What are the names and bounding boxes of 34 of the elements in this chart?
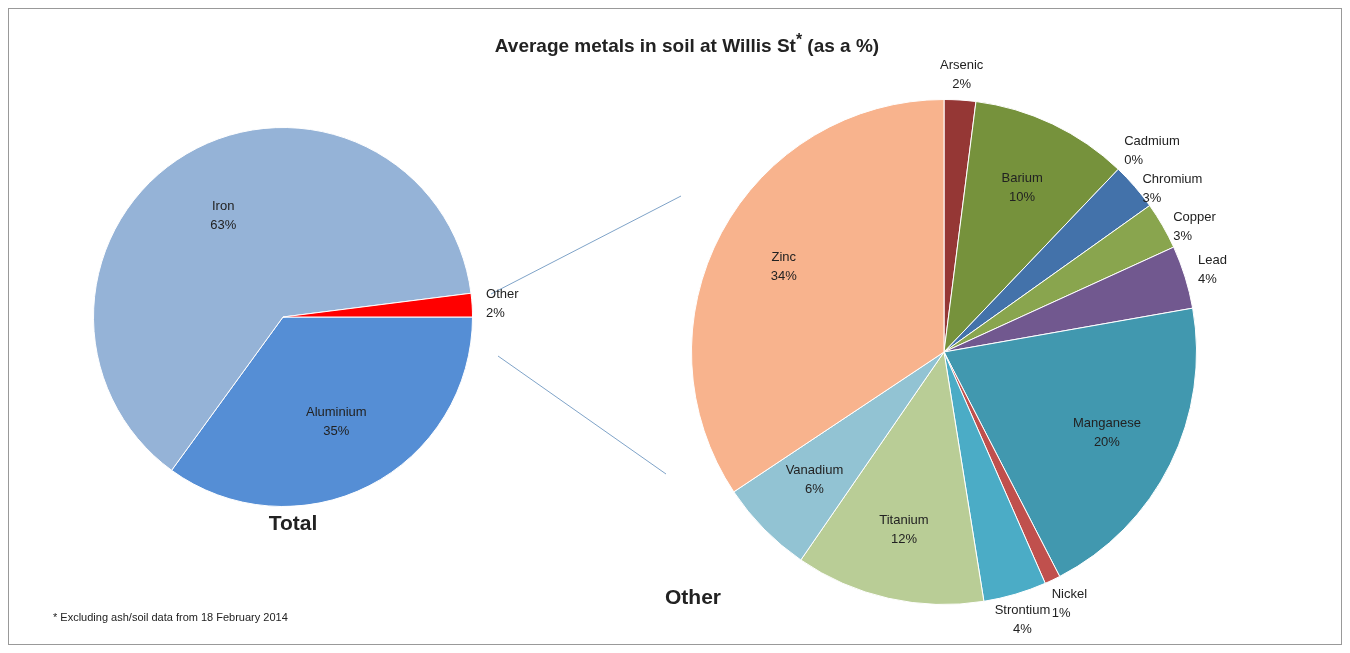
slice-label: Manganese [1072, 415, 1141, 431]
text: 0% [1124, 152, 1143, 168]
slice-label: Zinc [771, 248, 797, 264]
slice-label: Chromium [1142, 171, 1203, 187]
data-label: 35% [323, 423, 350, 439]
slice-label: Vanadium [785, 462, 844, 478]
slice-label: Copper [1173, 209, 1217, 225]
slice-label: Aluminium [306, 404, 367, 420]
data-label: 20% [1093, 434, 1121, 450]
category-label: Cadmium [1124, 133, 1180, 149]
text: Average metals in soil at Willis St$^{*}$ (as a %) [493, 31, 881, 58]
data-label: 3% [1142, 190, 1162, 206]
data-label: 2% [952, 75, 972, 91]
data-label: 4% [1197, 270, 1218, 286]
slice-label: Barium [1001, 170, 1043, 186]
slice-label: Arsenic [939, 56, 984, 72]
text: * Excluding ash/soil data from 18 February 2014 [53, 611, 288, 623]
data-label: 10% [1009, 189, 1036, 205]
data-label: 12% [890, 530, 918, 546]
slice-label: Nickel [1051, 586, 1088, 602]
data-label: 3% [1173, 228, 1193, 244]
slice-label: Lead [1197, 251, 1227, 267]
slice-label: Strontium [994, 601, 1051, 617]
text: Other [664, 585, 722, 609]
data-label: 2% [486, 305, 506, 321]
data-label: 63% [210, 217, 237, 233]
data-label: 4% [1013, 620, 1033, 636]
data-label: 1% [1051, 605, 1071, 621]
slice-label: Iron [211, 198, 235, 214]
text: Total [267, 511, 319, 535]
data-label: 6% [805, 481, 825, 497]
slice-label: Other [486, 286, 520, 302]
slice-label: Titanium [879, 511, 929, 527]
data-label: 34% [770, 267, 798, 283]
